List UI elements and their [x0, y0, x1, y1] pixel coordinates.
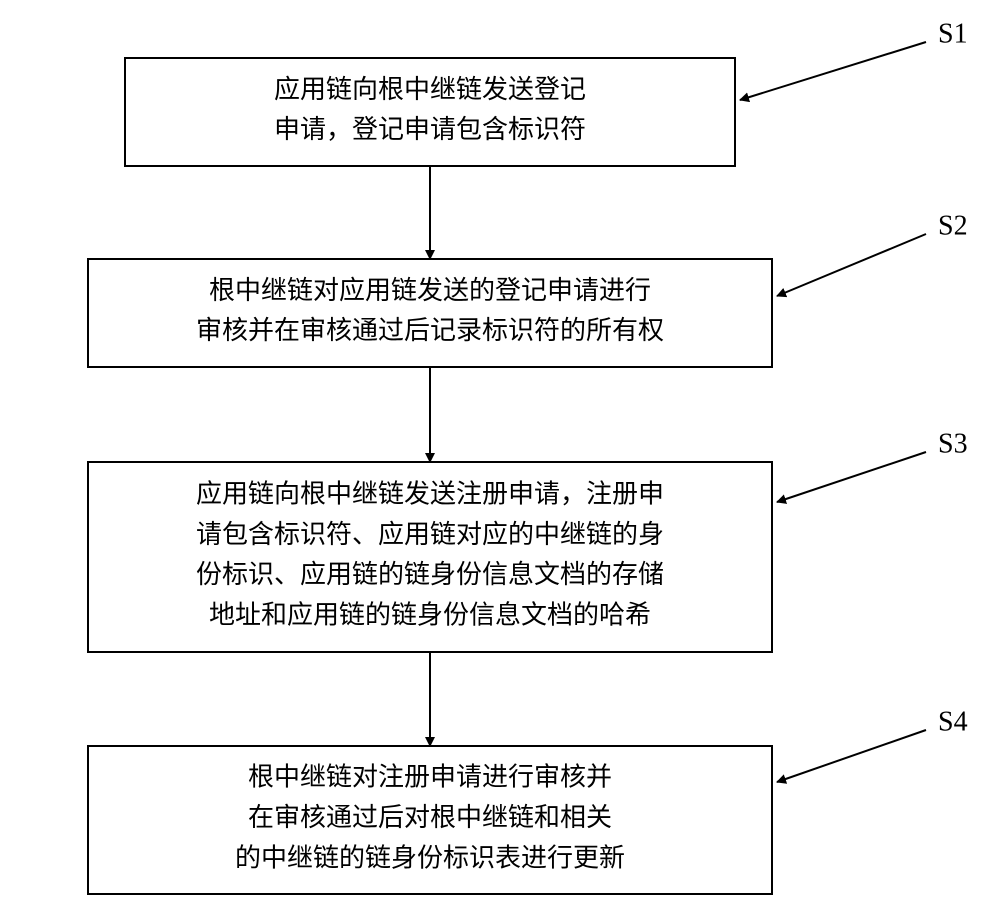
step-label-arrow	[777, 234, 926, 296]
step-label: S1	[938, 18, 968, 49]
step-label: S3	[938, 428, 968, 459]
flow-step-text: 应用链向根中继链发送登记	[274, 75, 586, 104]
flow-step-text: 根中继链对注册申请进行审核并	[248, 763, 612, 792]
step-label: S4	[938, 706, 968, 737]
flow-step-text: 在审核通过后对根中继链和相关	[248, 803, 612, 832]
flow-step-text: 根中继链对应用链发送的登记申请进行	[209, 276, 651, 305]
flowchart-canvas: 应用链向根中继链发送登记申请，登记申请包含标识符 S1 根中继链对应用链发送的登记申…	[0, 0, 1000, 924]
flow-step-text: 应用链向根中继链发送注册申请，注册申	[196, 480, 664, 509]
flow-step-text: 请包含标识符、应用链对应的中继链的身	[196, 520, 664, 549]
flow-step-text: 份标识、应用链的链身份信息文档的存储	[196, 560, 664, 589]
flow-step-text: 审核并在审核通过后记录标识符的所有权	[196, 316, 664, 345]
step-label-arrow	[777, 730, 926, 782]
flow-step-text: 地址和应用链的链身份信息文档的哈希	[209, 600, 651, 629]
step-label-arrow	[740, 42, 926, 100]
flow-step-text: 申请，登记申请包含标识符	[274, 115, 586, 144]
step-label: S2	[938, 210, 968, 241]
step-label-arrow	[777, 452, 926, 502]
flow-step-text: 的中继链的链身份标识表进行更新	[235, 843, 625, 872]
